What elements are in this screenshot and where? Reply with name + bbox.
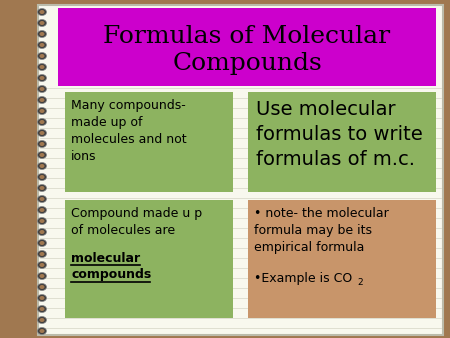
Text: molecular: molecular [71,252,140,265]
Ellipse shape [37,284,46,290]
Text: Compound made u p
of molecules are: Compound made u p of molecules are [71,207,202,237]
Ellipse shape [37,64,46,71]
Ellipse shape [37,20,46,26]
Text: Many compounds-
made up of
molecules and not
ions: Many compounds- made up of molecules and… [71,99,187,163]
Text: compounds: compounds [71,268,151,281]
Ellipse shape [40,252,45,256]
Ellipse shape [40,307,45,311]
Ellipse shape [40,318,45,322]
Ellipse shape [40,65,45,69]
Ellipse shape [40,274,45,278]
Ellipse shape [40,285,45,289]
Ellipse shape [37,306,46,313]
Ellipse shape [40,186,45,190]
Ellipse shape [37,107,46,115]
Ellipse shape [37,119,46,125]
Ellipse shape [40,109,45,113]
Ellipse shape [37,272,46,280]
Ellipse shape [40,219,45,223]
Ellipse shape [40,43,45,47]
Ellipse shape [37,141,46,147]
Ellipse shape [37,316,46,323]
Ellipse shape [40,153,45,157]
Ellipse shape [40,329,45,333]
Ellipse shape [37,129,46,137]
Ellipse shape [40,98,45,102]
Ellipse shape [37,151,46,159]
Ellipse shape [40,21,45,25]
Ellipse shape [37,8,46,16]
Ellipse shape [40,164,45,168]
Ellipse shape [40,197,45,201]
Text: •Example is CO: •Example is CO [254,272,352,285]
Ellipse shape [40,263,45,267]
Ellipse shape [40,32,45,36]
Ellipse shape [40,142,45,146]
Ellipse shape [37,195,46,202]
Ellipse shape [40,296,45,300]
Ellipse shape [37,74,46,81]
Ellipse shape [40,230,45,234]
Ellipse shape [40,120,45,124]
Ellipse shape [40,76,45,80]
Ellipse shape [37,328,46,335]
Ellipse shape [37,294,46,301]
Ellipse shape [37,250,46,258]
Ellipse shape [37,52,46,59]
Ellipse shape [37,86,46,93]
Ellipse shape [40,131,45,135]
Ellipse shape [40,10,45,14]
Bar [65,200,233,318]
Text: 2: 2 [357,278,363,287]
Bar [248,200,436,318]
Ellipse shape [37,240,46,246]
Ellipse shape [37,30,46,38]
Ellipse shape [40,87,45,91]
Ellipse shape [37,262,46,268]
Ellipse shape [37,97,46,103]
Ellipse shape [37,163,46,169]
Text: • note- the molecular
formula may be its
empirical formula: • note- the molecular formula may be its… [254,207,389,254]
Ellipse shape [37,228,46,236]
Ellipse shape [37,217,46,224]
Ellipse shape [40,54,45,58]
Ellipse shape [40,175,45,179]
Ellipse shape [37,185,46,192]
Text: Use molecular
formulas to write
formulas of m.c.: Use molecular formulas to write formulas… [256,100,423,169]
Ellipse shape [37,207,46,214]
Bar [248,92,436,192]
Bar [58,8,436,86]
Ellipse shape [37,173,46,180]
Ellipse shape [40,208,45,212]
Ellipse shape [37,42,46,48]
Text: Formulas of Molecular
Compounds: Formulas of Molecular Compounds [104,25,391,75]
Ellipse shape [40,241,45,245]
Bar [65,92,233,192]
